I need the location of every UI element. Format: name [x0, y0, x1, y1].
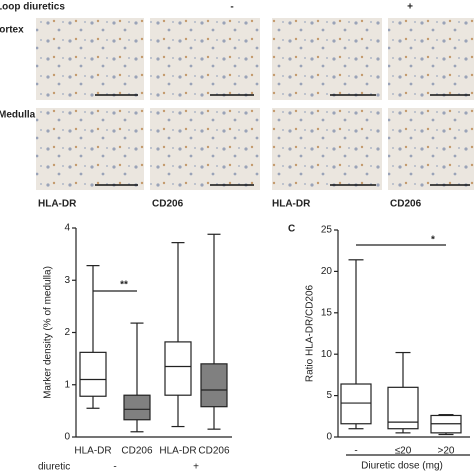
micrograph [272, 108, 382, 190]
x-axis-label: Diuretic dose (mg) [361, 461, 443, 472]
box [123, 394, 151, 421]
stain-label: CD206 [390, 199, 422, 210]
y-tick-label: 15 [321, 307, 333, 318]
condition-label: - [230, 2, 233, 13]
significance-label: ** [120, 280, 128, 291]
y-axis-label: Ratio HLA-DR/CD206 [305, 284, 316, 382]
box [164, 341, 192, 396]
y-axis-label: Marker density (% of medulla) [43, 266, 54, 399]
group-value: - [113, 462, 116, 473]
group-value: + [193, 462, 199, 473]
group-label: diuretic [38, 462, 70, 473]
row-label: Medulla [0, 110, 36, 121]
micrograph [150, 18, 260, 100]
panel-label: C [288, 224, 295, 235]
significance-label: * [431, 235, 435, 246]
box [79, 351, 107, 397]
x-tick-label: - [354, 446, 357, 457]
x-tick-label: >20 [438, 446, 455, 457]
condition-label: + [407, 2, 413, 13]
y-tick-label: 20 [321, 266, 333, 277]
y-tick-label: 2 [64, 327, 70, 338]
y-tick-label: 4 [64, 223, 70, 234]
y-tick-label: 10 [321, 349, 333, 360]
y-tick-label: 0 [326, 432, 332, 443]
stain-label: HLA-DR [272, 199, 311, 210]
x-tick-label: CD206 [198, 446, 230, 457]
micrograph [388, 108, 474, 190]
scale-bar [95, 94, 470, 186]
x-tick-label: HLA-DR [74, 446, 111, 457]
box [340, 383, 372, 425]
header-title: Loop diuretics [0, 2, 65, 13]
micrographs [36, 18, 474, 190]
y-tick-label: 0 [64, 432, 70, 443]
x-tick-label: CD206 [121, 446, 153, 457]
x-tick-label: HLA-DR [159, 446, 196, 457]
micrograph [388, 18, 474, 100]
box [200, 363, 228, 408]
y-tick-label: 25 [321, 225, 333, 236]
micrograph [36, 108, 144, 190]
micrograph [150, 108, 260, 190]
y-tick-label: 3 [64, 275, 70, 286]
x-tick-label: ≤20 [395, 446, 412, 457]
micrograph [36, 18, 144, 100]
row-label: Cortex [0, 25, 24, 36]
stain-label: HLA-DR [38, 199, 77, 210]
stain-label: CD206 [152, 199, 184, 210]
y-tick-label: 1 [64, 379, 70, 390]
micrograph [272, 18, 382, 100]
y-tick-label: 5 [326, 390, 332, 401]
